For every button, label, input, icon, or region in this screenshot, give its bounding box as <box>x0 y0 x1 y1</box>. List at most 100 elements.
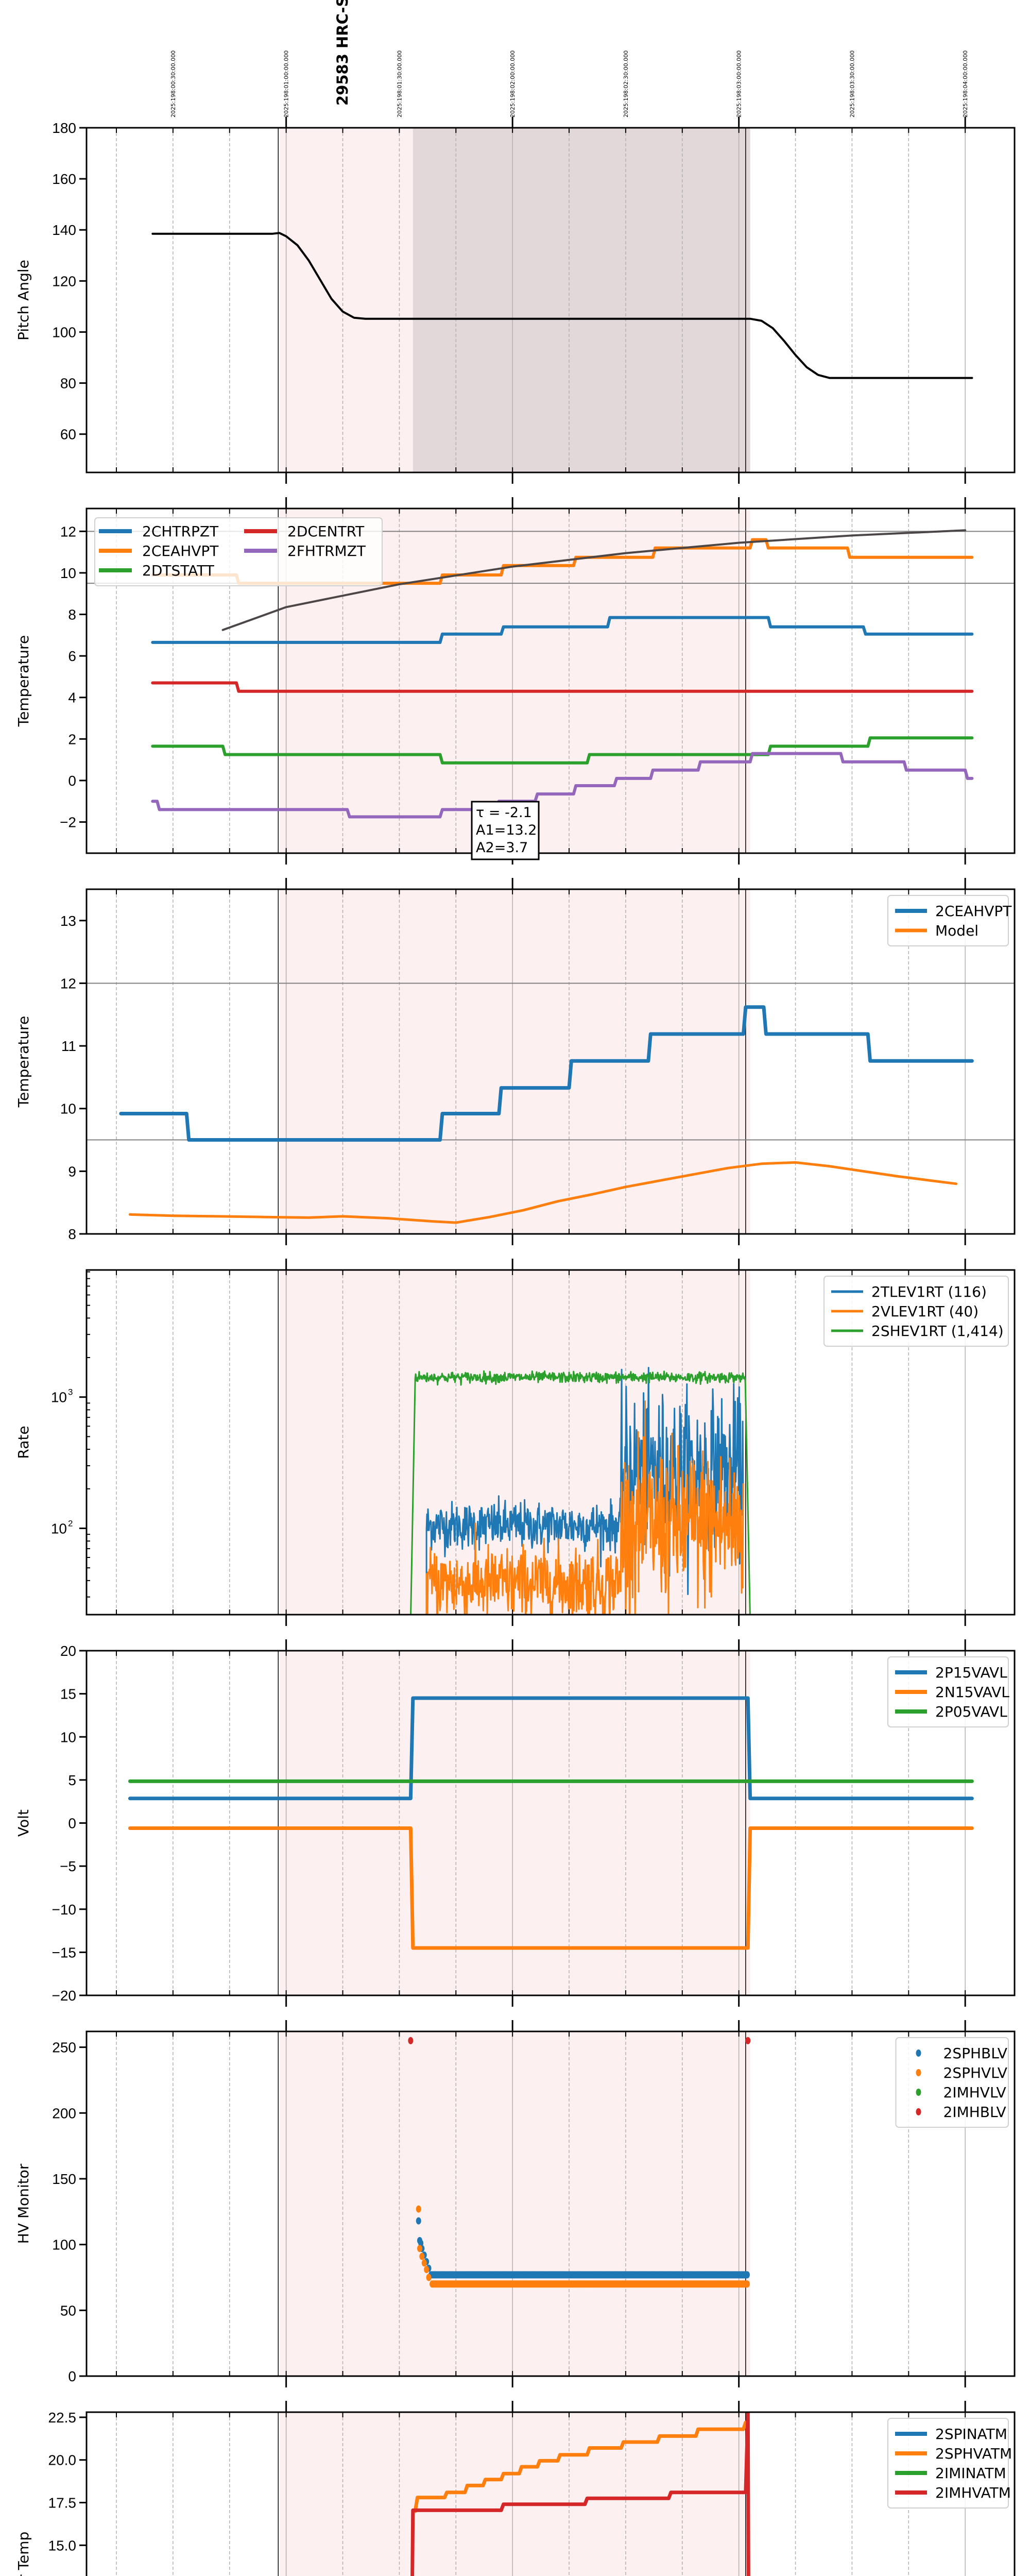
annotation: τ = -2.1A1=13.2 A2=3.7 <box>471 801 540 860</box>
top-time-label: 2025:198:02:30:00.000 <box>623 50 629 117</box>
legend-label: 2N15VAVL <box>935 1684 1009 1701</box>
y-axis-label: Pitch Angle <box>15 260 32 341</box>
series-2SPHVATM <box>413 2420 748 2513</box>
legend-label: 2P05VAVL <box>935 1703 1007 1720</box>
y-tick-label: −15 <box>52 1944 77 1960</box>
y-tick-label: 50 <box>60 2302 76 2318</box>
point-2IMHBLV <box>745 2037 751 2044</box>
point-2SPHVLV <box>417 2245 422 2252</box>
point-2SPHVLV <box>421 2259 427 2267</box>
series-2SHEV1RT (1,414) <box>410 1370 751 1615</box>
annotation-line: A1=13.2 <box>476 822 537 838</box>
legend-label: 2TLEV1RT (116) <box>871 1283 987 1300</box>
legend-label: 2DTSTATT <box>142 562 215 579</box>
data-layer <box>151 529 974 819</box>
legend-label: 2SPHVATM <box>935 2445 1012 2462</box>
series-2CHTRPZT <box>151 616 974 644</box>
y-tick-label: 0 <box>68 1816 76 1832</box>
legend-box <box>887 895 1009 946</box>
data-layer <box>408 2037 751 2288</box>
legend: 2TLEV1RT (116) 2VLEV1RT (40) 2SHEV1RT (1,4… <box>823 1276 1009 1347</box>
observation-band <box>279 2031 750 2376</box>
figure-title: 29583 HRC-S <box>334 0 351 106</box>
y-tick-label: 22.5 <box>48 2410 77 2426</box>
legend-label: 2CEAHVPT <box>142 543 219 560</box>
dark-band <box>413 128 750 472</box>
y-tick-label: 10 <box>60 1729 76 1745</box>
series-2TLEV1RT (116) <box>425 1367 744 1615</box>
point-2SPHVLV <box>416 2205 421 2213</box>
top-time-label: 2025:198:04:00:00.000 <box>962 50 969 117</box>
legend-marker <box>916 2049 921 2057</box>
data-layer <box>151 232 973 379</box>
data-layer <box>410 1367 751 1615</box>
top-time-labels: 2025:198:00:30:00.000 2025:198:01:00:00.0… <box>170 50 969 117</box>
series-Model <box>128 1161 958 1224</box>
legend: 2SPHBLV 2SPHVLV 2IMHVLV 2IMHBLV <box>895 2037 1009 2128</box>
top-time-label: 2025:198:01:30:00.000 <box>396 50 403 117</box>
point-2SPHVLV <box>744 2280 750 2288</box>
legend-box <box>823 1276 1009 1347</box>
y-axis-label: Detector Temp <box>15 2532 32 2576</box>
legend-label: 2IMHVATM <box>935 2484 1011 2501</box>
axes-frame <box>85 2030 1016 2377</box>
legend-label: 2SPHVLV <box>943 2064 1007 2081</box>
series-2VLEV1RT (40) <box>425 1400 744 1615</box>
legend-marker <box>916 2089 921 2096</box>
legend-label: 2CHTRPZT <box>142 523 219 540</box>
y-tick-label: −10 <box>52 1902 77 1918</box>
y-tick-label: 140 <box>52 222 76 238</box>
axes-frame <box>85 127 1016 473</box>
y-tick-label: 250 <box>52 2040 76 2056</box>
annotation-box <box>471 801 540 860</box>
legend-marker <box>916 2108 921 2115</box>
legend-label: 2IMINATM <box>935 2465 1006 2482</box>
panel-volt: −20−15−10−505101520Volt2P15VAVL2N15VAVL2… <box>15 1639 1016 2007</box>
series-2FHTRMZT <box>151 752 974 819</box>
axes-frame <box>85 507 1016 854</box>
y-tick-label: 15 <box>60 1686 76 1702</box>
series-2N15VAVL <box>128 1826 974 1950</box>
y-tick-label: 60 <box>60 427 76 443</box>
y-tick-label: 10 <box>51 1389 67 1405</box>
y-tick-label: 80 <box>60 376 76 392</box>
series-2CEAHVPT <box>119 1005 974 1142</box>
y-tick-label: 6 <box>68 648 76 664</box>
axes-frame <box>85 1269 1016 1616</box>
y-tick-label: 8 <box>68 607 76 623</box>
legend-label: 2SPINATM <box>935 2426 1007 2443</box>
series-Pitch <box>151 232 973 379</box>
y-tick-label: 12 <box>60 523 76 539</box>
y-tick-label: 160 <box>52 171 76 187</box>
top-time-label: 2025:198:00:30:00.000 <box>170 50 177 117</box>
y-tick-label: 11 <box>61 1038 76 1054</box>
point-2SPHVLV <box>426 2274 432 2281</box>
point-2SPHVLV <box>424 2266 430 2274</box>
y-tick-label: 100 <box>52 2237 76 2253</box>
legend-label: 2FHTRMZT <box>287 543 366 560</box>
legend-marker <box>916 2069 921 2076</box>
top-time-label: 2025:198:03:00:00.000 <box>736 50 743 117</box>
data-layer <box>119 1005 974 1224</box>
data-layer <box>410 2412 750 2576</box>
series-2P15VAVL <box>128 1696 974 1801</box>
panel-temps: −2 0 2 4 6 8 10 12 Temperature 2CHTRPZT 2CEAHVPT 2D… <box>15 497 1016 865</box>
y-tick-label: 150 <box>52 2171 76 2187</box>
legend-label: 2SHEV1RT (1,414) <box>871 1323 1004 1340</box>
series-2DCENTRT <box>151 681 974 693</box>
y-axis-label: HV Monitor <box>15 2163 32 2244</box>
point-2SPHBLV <box>416 2217 421 2225</box>
y-tick-label: 100 <box>52 324 76 340</box>
legend: 2P15VAVL 2N15VAVL 2P05VAVL <box>887 1656 1009 1727</box>
y-tick-label: 5 <box>68 1772 76 1788</box>
y-tick-label: 20.0 <box>48 2452 77 2468</box>
y-tick-label: 12 <box>60 975 76 991</box>
legend-label: 2CEAHVPT <box>935 903 1012 920</box>
y-tick-exponent: 3 <box>68 1387 73 1397</box>
series-2IMHVATM <box>410 2412 750 2576</box>
legend-box <box>94 517 383 586</box>
